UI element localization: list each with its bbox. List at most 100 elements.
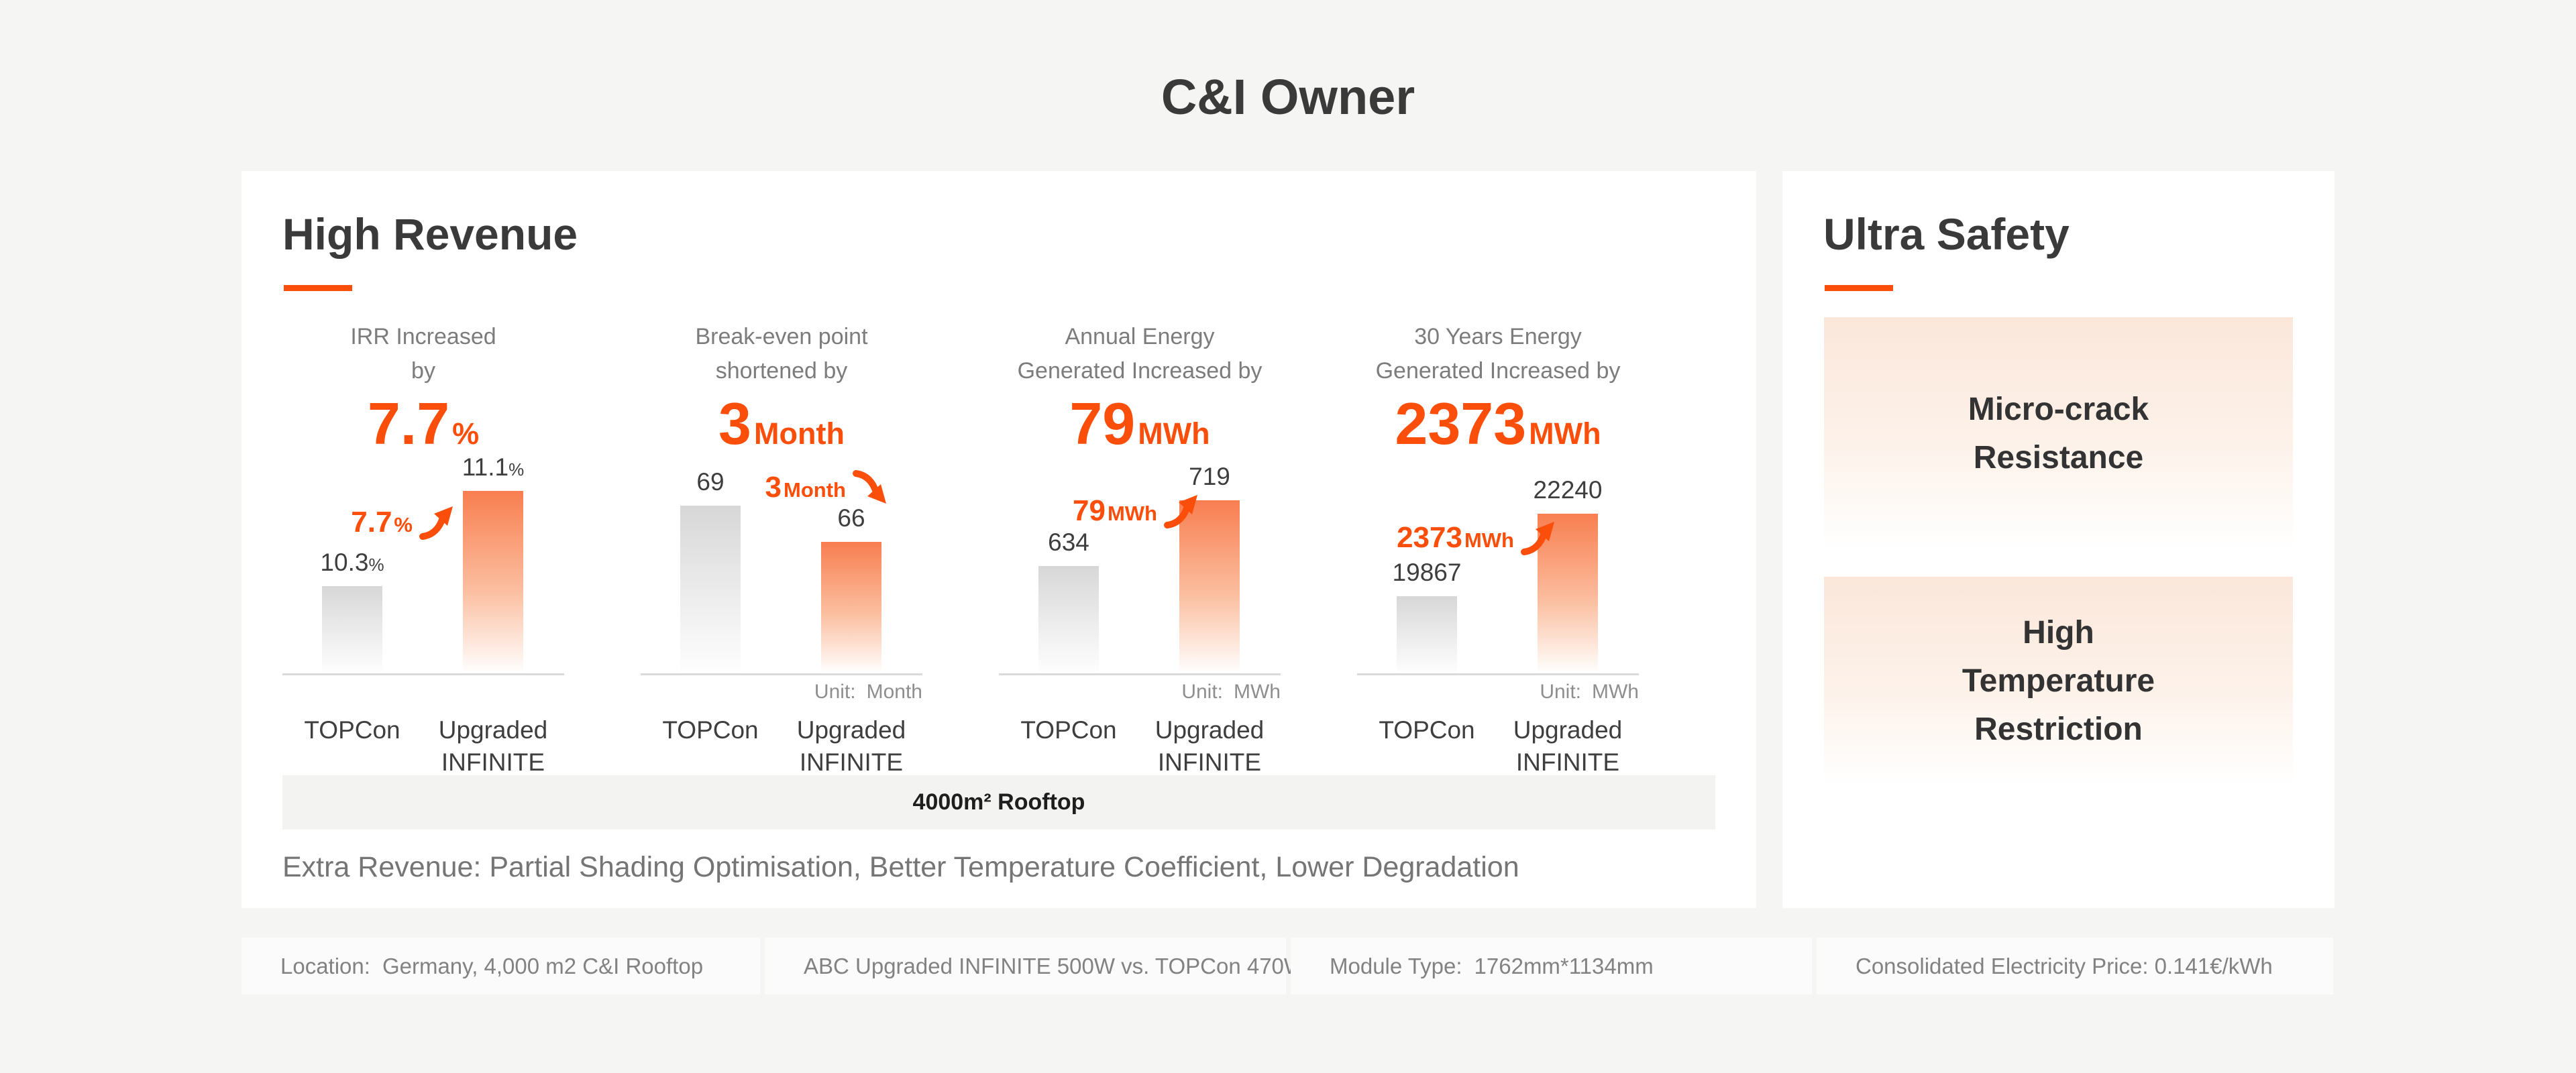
category-label-infinite: Upgraded INFINITE (1155, 716, 1265, 776)
trend-arrow-icon (1521, 522, 1554, 555)
trend-arrow-icon (419, 506, 453, 540)
bar-topcon (322, 586, 382, 673)
category-label-topcon: TOPCon (1020, 716, 1117, 744)
unit-value: MWh (1592, 681, 1639, 703)
unit-label: Unit: (1181, 681, 1223, 703)
category-label-infinite: Upgraded INFINITE (796, 716, 906, 776)
bar-value-infinite: 66 (837, 504, 865, 532)
stat-value: 7.7 (367, 390, 450, 457)
chart-header: IRR Increased by (350, 324, 496, 384)
trend-arrow-icon (1164, 495, 1197, 528)
stat-unit: MWh (1138, 416, 1210, 451)
safety-card-title: Ultra Safety (1823, 209, 2070, 259)
ultra-safety-card: Ultra Safety Micro-crack Resistance High… (1782, 171, 2334, 908)
annotation-value: 3 (765, 471, 782, 504)
chart-header: Break-even point shortened by (695, 324, 868, 384)
unit-value: Month (866, 681, 922, 703)
bar-value-infinite: 719 (1189, 463, 1230, 490)
annotation-value: 2373 (1397, 521, 1462, 554)
chart-header: Annual Energy Generated Increased by (1017, 324, 1263, 384)
chart-stat: 79MWh (999, 390, 1281, 457)
page-title: C&I Owner (1161, 69, 1415, 125)
category-label-topcon: TOPCon (662, 716, 759, 744)
stat-value: 79 (1069, 390, 1136, 457)
rooftop-strip: 4000m² Rooftop (282, 775, 1715, 830)
bar-topcon (1397, 596, 1457, 673)
chart-stat: 3Month (641, 390, 922, 457)
chart-column-30years-energy: 30 Years Energy Generated Increased by 2… (1357, 320, 1715, 785)
plot-area: 634 719 79 MWh (999, 454, 1281, 675)
unit-label: Unit: (1540, 681, 1581, 703)
footer-segment-location: Location: Germany, 4,000 m2 C&I Rooftop (241, 938, 760, 995)
increase-annotation: 7.7% (351, 504, 455, 541)
extra-revenue-note: Extra Revenue: Partial Shading Optimisat… (282, 851, 1519, 883)
increase-annotation: 2373 MWh (1397, 520, 1557, 556)
bar-infinite (463, 491, 523, 673)
plot-area: 19867 22240 2373 MWh (1357, 454, 1639, 675)
category-label-topcon: TOPCon (304, 716, 400, 744)
chart-header: 30 Years Energy Generated Increased by (1375, 324, 1621, 384)
segment-label: Location: (280, 953, 370, 978)
footer-segment-comparison: ABC Upgraded INFINITE 500W vs. TOPCon 47… (765, 938, 1305, 995)
unit-row: Unit: MWh (999, 681, 1281, 708)
category-labels: TOPCon Upgraded INFINITE (999, 712, 1281, 785)
category-label-topcon: TOPCon (1379, 716, 1475, 744)
plot-area: 10.3% 11.1% 7.7% (282, 453, 564, 675)
category-label-infinite: Upgraded INFINITE (438, 716, 548, 776)
accent-underline (1825, 285, 1893, 291)
segment-value: Germany, 4,000 m2 C&I Rooftop (382, 953, 704, 978)
annotation-value: 7.7 (351, 506, 392, 539)
category-labels: TOPCon Upgraded INFINITE (282, 712, 564, 785)
annotation-unit: Month (784, 478, 846, 502)
annotation-value: 79 (1073, 494, 1106, 527)
trend-arrow-icon (853, 470, 886, 504)
bar-value-infinite: 22240 (1533, 476, 1603, 504)
stat-unit: MWh (1529, 416, 1601, 451)
feature-box-microcrack: Micro-crack Resistance (1824, 317, 2293, 550)
unit-label: Unit: (814, 681, 856, 703)
plot-area: 69 66 3 Month (641, 454, 922, 675)
bar-value-topcon: 19867 (1392, 559, 1462, 586)
category-labels: TOPCon Upgraded INFINITE (1357, 712, 1639, 785)
chart-stat: 2373MWh (1357, 390, 1639, 457)
stat-unit: Month (754, 416, 845, 451)
chart-column-irr: IRR Increased by 7.7% 10.3% 11.1% 7.7% T… (282, 320, 641, 785)
accent-underline (284, 285, 352, 291)
increase-annotation: 79 MWh (1073, 493, 1200, 529)
unit-row: Unit: Month (641, 681, 922, 708)
bar-value-topcon: 10.3% (320, 549, 384, 576)
stat-value: 2373 (1395, 390, 1527, 457)
charts-row: IRR Increased by 7.7% 10.3% 11.1% 7.7% T… (282, 320, 1715, 785)
segment-value: ABC Upgraded INFINITE 500W vs. TOPCon 47… (804, 953, 1305, 978)
footer-segment-module-type: Module Type: 1762mm*1134mm (1291, 938, 1812, 995)
bar-value-topcon: 634 (1048, 528, 1089, 556)
unit-row: Unit: MWh (1357, 681, 1639, 708)
bar-infinite (1538, 514, 1598, 673)
category-label-infinite: Upgraded INFINITE (1513, 716, 1623, 776)
footer-bar: Location: Germany, 4,000 m2 C&I Rooftop A… (241, 938, 2333, 995)
segment-value: Consolidated Electricity Price: 0.141€/k… (1856, 953, 2273, 978)
bar-infinite (821, 542, 881, 673)
annotation-unit: MWh (1464, 528, 1514, 552)
stat-unit: % (452, 416, 480, 451)
stat-value: 3 (718, 390, 751, 457)
chart-column-breakeven: Break-even point shortened by 3Month 69 … (641, 320, 999, 785)
chart-column-annual-energy: Annual Energy Generated Increased by 79M… (999, 320, 1357, 785)
bar-topcon (680, 506, 741, 673)
decrease-annotation: 3 Month (765, 469, 889, 506)
segment-value: 1762mm*1134mm (1474, 953, 1654, 978)
unit-value: MWh (1234, 681, 1281, 703)
bar-value-topcon: 69 (696, 468, 724, 496)
bar-topcon (1038, 566, 1099, 673)
chart-stat: 7.7% (282, 390, 564, 457)
annotation-unit: MWh (1107, 502, 1157, 525)
segment-label: Module Type: (1330, 953, 1462, 978)
revenue-card-title: High Revenue (282, 209, 578, 259)
footer-segment-electricity-price: Consolidated Electricity Price: 0.141€/k… (1817, 938, 2333, 995)
feature-box-temperature: High Temperature Restriction (1824, 577, 2293, 786)
high-revenue-card: High Revenue IRR Increased by 7.7% 10.3%… (241, 171, 1756, 908)
bar-value-infinite: 11.1% (462, 453, 525, 481)
bar-infinite (1179, 500, 1240, 673)
annotation-unit: % (394, 513, 413, 536)
category-labels: TOPCon Upgraded INFINITE (641, 712, 922, 785)
